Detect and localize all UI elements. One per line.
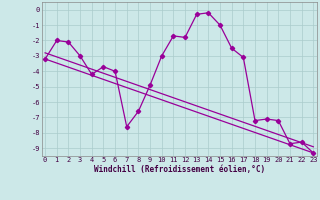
X-axis label: Windchill (Refroidissement éolien,°C): Windchill (Refroidissement éolien,°C): [94, 165, 265, 174]
